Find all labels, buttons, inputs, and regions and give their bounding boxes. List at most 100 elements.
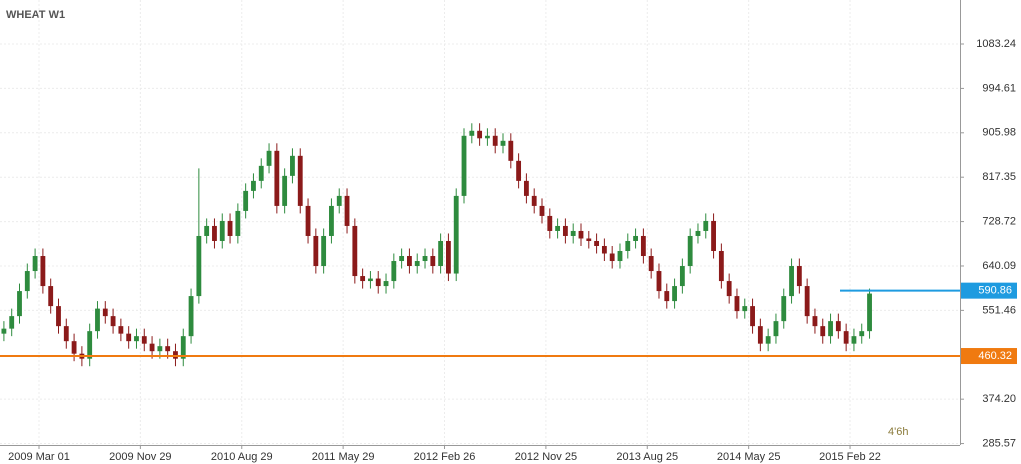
candle-body [500, 140, 506, 146]
candle-body [594, 240, 600, 246]
candle-body [843, 331, 849, 344]
candle-body [516, 160, 522, 181]
x-tick-label: 2015 Feb 22 [819, 451, 881, 463]
candle-body [126, 333, 132, 342]
x-tick-label: 2009 Nov 29 [109, 451, 171, 463]
candle-body [141, 336, 147, 344]
candle-body [422, 256, 428, 262]
candle-body [796, 266, 802, 287]
candle-body [313, 235, 319, 267]
candle-body [204, 225, 210, 236]
candle-body [570, 230, 576, 236]
candle-body [227, 220, 233, 236]
candle-body [40, 256, 46, 287]
candle-body [56, 306, 61, 327]
candle-body [297, 155, 303, 206]
x-tick-label: 2013 Aug 25 [616, 451, 678, 463]
candle-body [329, 205, 334, 236]
candle-body [633, 235, 638, 241]
candle-body [368, 278, 373, 282]
candle-body [118, 326, 124, 334]
candle-body [750, 306, 755, 327]
candle-body [820, 326, 826, 337]
candle-body [484, 135, 490, 139]
candle-body [695, 230, 701, 236]
candle-body [165, 346, 171, 352]
candle-body [48, 286, 54, 307]
candle-body [32, 256, 38, 272]
candle-body [781, 296, 787, 322]
y-tick-label: 905.98 [982, 127, 1016, 139]
candle-body [672, 286, 677, 302]
candle-body [414, 261, 420, 267]
x-tick-label: 2014 May 25 [717, 451, 781, 463]
y-tick-label: 285.57 [982, 437, 1016, 449]
candle-body [212, 225, 217, 241]
candle-body [640, 235, 646, 257]
candle-body [531, 195, 537, 206]
y-tick-label: 1083.24 [976, 38, 1016, 50]
candle-body [149, 343, 155, 352]
candle-body [321, 235, 327, 267]
candle-body [344, 195, 350, 226]
candle-body [102, 308, 108, 317]
candle-body [703, 220, 709, 231]
price-level-label: 590.86 [978, 285, 1012, 297]
candle-body [407, 256, 412, 267]
candle-body [110, 316, 116, 327]
candle-body [266, 150, 272, 166]
candle-body [180, 336, 186, 359]
candle-body [773, 321, 779, 337]
candle-body [711, 220, 716, 252]
candle-body [523, 180, 529, 196]
candle-body [664, 291, 670, 302]
x-tick-label: 2011 May 29 [312, 451, 375, 463]
candle-body [734, 296, 740, 312]
x-tick-label: 2012 Feb 26 [414, 451, 476, 463]
candle-body [134, 336, 139, 342]
candle-body [9, 316, 15, 329]
candle-body [609, 253, 615, 262]
candle-body [438, 240, 444, 267]
candle-body [547, 215, 553, 231]
candle-body [383, 281, 389, 287]
candle-body [562, 225, 568, 236]
candle-body [812, 316, 818, 327]
candle-body [430, 256, 436, 267]
candle-body [445, 240, 451, 274]
candle-body [804, 286, 810, 317]
candle-body [87, 331, 93, 359]
candle-body [1, 328, 7, 334]
candle-body [617, 251, 623, 262]
candle-body [305, 205, 311, 236]
candle-body [63, 326, 69, 342]
candle-body [453, 195, 459, 274]
candle-body [336, 195, 342, 206]
candle-body [251, 180, 256, 191]
annotation: 4'6h [888, 426, 908, 438]
candle-body [757, 326, 763, 344]
y-tick-label: 817.35 [982, 171, 1016, 183]
candle-body [274, 150, 280, 206]
candle-body [508, 140, 514, 161]
candle-body [399, 256, 405, 262]
candle-body [555, 225, 561, 231]
candle-body [477, 130, 483, 139]
candle-body [687, 235, 693, 267]
candle-body [789, 266, 794, 297]
candle-body [375, 278, 381, 287]
candle-body [539, 205, 545, 216]
candle-body [851, 336, 857, 344]
price-level-label: 460.32 [978, 350, 1012, 362]
y-tick-label: 551.46 [982, 304, 1016, 316]
candle-body [679, 266, 685, 287]
candle-body [219, 220, 225, 241]
y-tick-label: 728.72 [982, 215, 1016, 227]
candle-body [188, 296, 194, 337]
x-tick-label: 2009 Mar 01 [8, 451, 70, 463]
candle-body [235, 210, 241, 236]
candle-body [352, 225, 358, 277]
candle-body [835, 321, 841, 332]
candle-body [601, 245, 607, 254]
